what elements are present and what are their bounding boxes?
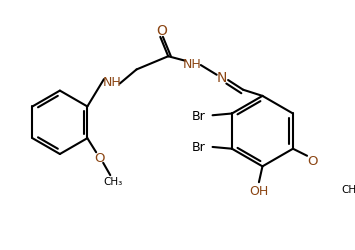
Text: O: O [157,24,168,38]
Text: N: N [217,70,227,84]
Text: Br: Br [192,109,205,122]
Text: CH₃: CH₃ [103,176,122,186]
Text: O: O [307,154,318,167]
Text: CH₃: CH₃ [342,184,355,194]
Text: NH: NH [103,76,121,89]
Text: Br: Br [192,141,205,154]
Text: OH: OH [249,184,269,197]
Text: NH: NH [182,58,201,70]
Text: O: O [94,152,105,164]
